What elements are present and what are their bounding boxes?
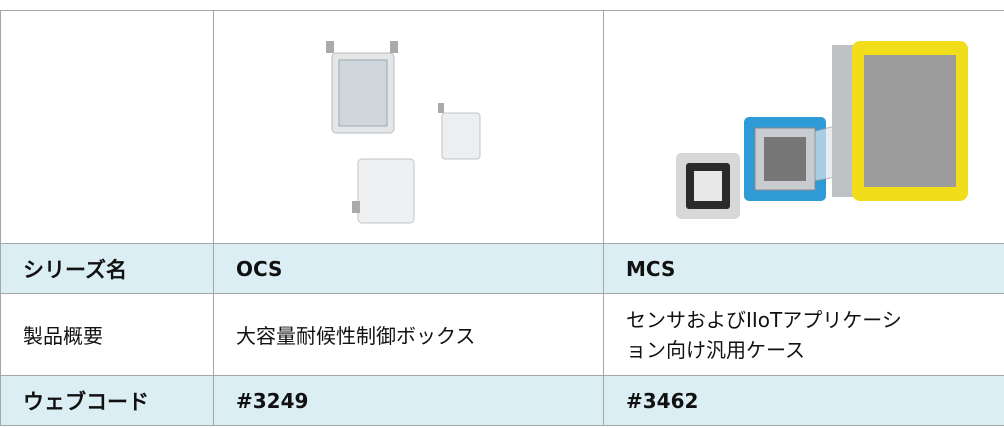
- cell-text: センサおよびIIoTアプリケーション向け汎用ケース: [626, 305, 906, 365]
- box-small: [438, 103, 480, 159]
- case-yellow: [832, 41, 968, 201]
- row-header: 製品概要: [1, 294, 214, 376]
- overview-row: 製品概要 大容量耐候性制御ボックス センサおよびIIoTアプリケーション向け汎用…: [1, 294, 1004, 376]
- ocs-image: [214, 11, 604, 243]
- cell: MCS: [604, 244, 1004, 294]
- box-medium: [352, 159, 414, 223]
- cell: センサおよびIIoTアプリケーション向け汎用ケース: [604, 294, 1004, 376]
- cell: #3249: [214, 376, 604, 426]
- webcode-row: ウェブコード #3249 #3462: [1, 376, 1004, 426]
- cell: OCS: [214, 244, 604, 294]
- image-cell: [604, 11, 1004, 244]
- image-cell: [214, 11, 604, 244]
- cell: #3462: [604, 376, 1004, 426]
- series-row: シリーズ名 OCS MCS: [1, 244, 1004, 294]
- row-header: ウェブコード: [1, 376, 214, 426]
- comparison-table: シリーズ名 OCS MCS 製品概要 大容量耐候性制御ボックス センサおよびII…: [0, 10, 1004, 426]
- row-header: シリーズ名: [1, 244, 214, 294]
- empty-cell: [1, 11, 214, 244]
- image-row: [1, 11, 1004, 244]
- cell: 大容量耐候性制御ボックス: [214, 294, 604, 376]
- mcs-image: [604, 11, 1004, 243]
- case-black: [676, 153, 740, 219]
- box-large: [326, 41, 398, 133]
